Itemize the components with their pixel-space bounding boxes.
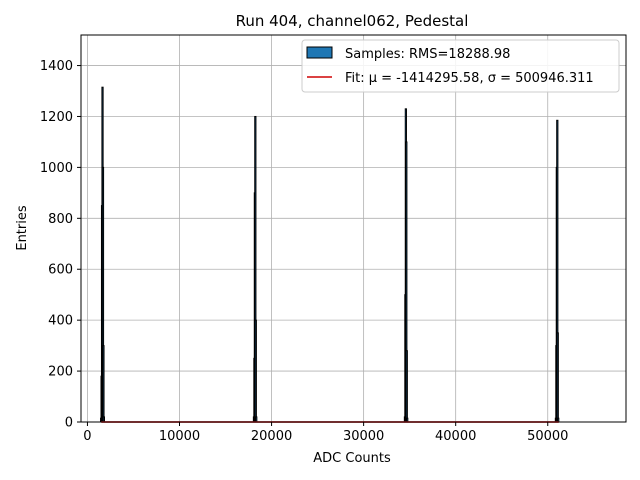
y-tick-label: 1400 — [40, 59, 73, 74]
histogram-bar — [254, 319, 257, 423]
y-tick-label: 0 — [65, 416, 73, 431]
y-tick-label: 1200 — [40, 110, 73, 125]
legend-label-samples: Samples: RMS=18288.98 — [345, 47, 510, 62]
y-axis-label: Entries — [15, 205, 30, 251]
x-ticks: 0 10000 20000 30000 40000 50000 — [83, 422, 568, 444]
histogram-bar — [556, 332, 559, 423]
x-axis-label: ADC Counts — [313, 451, 391, 466]
x-tick-label: 40000 — [435, 429, 476, 444]
plot-frame — [80, 34, 627, 423]
y-tick-label: 600 — [48, 263, 73, 278]
legend-box — [301, 39, 620, 93]
x-tick-label: 20000 — [251, 429, 292, 444]
histogram-bar — [405, 350, 408, 423]
chart-title: Run 404, channel062, Pedestal — [236, 12, 469, 30]
legend-swatch-samples — [306, 46, 333, 59]
y-tick-label: 200 — [48, 365, 73, 380]
x-tick-label: 0 — [83, 429, 91, 444]
x-tick-label: 10000 — [159, 429, 200, 444]
y-tick-label: 1000 — [40, 161, 73, 176]
x-tick-label: 30000 — [343, 429, 384, 444]
legend: Samples: RMS=18288.98 Fit: μ = -1414295.… — [301, 39, 620, 93]
histogram-bars — [100, 86, 560, 423]
histogram-bar — [102, 345, 105, 423]
y-ticks: 0 200 400 600 800 1000 1200 1400 — [40, 59, 81, 431]
y-tick-label: 800 — [48, 212, 73, 227]
y-tick-label: 400 — [48, 314, 73, 329]
legend-label-fit: Fit: μ = -1414295.58, σ = 500946.311 — [345, 71, 594, 86]
x-tick-label: 50000 — [527, 429, 568, 444]
grid-layer — [81, 35, 626, 423]
